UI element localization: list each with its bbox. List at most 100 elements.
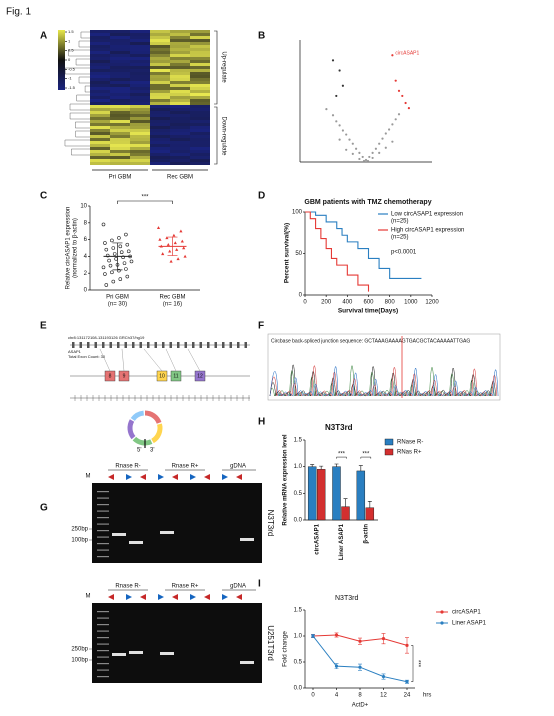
heatmap-cell [130, 123, 150, 126]
exon [117, 342, 120, 348]
x-tick-label: Rec GBM [159, 295, 185, 301]
x-axis-label: ActD+ [352, 703, 369, 709]
exon [177, 342, 180, 348]
point [384, 146, 387, 149]
heatmap-cell [110, 54, 130, 57]
point [108, 263, 113, 268]
scale-tick-label: 1.5 [68, 29, 74, 34]
direction-icon [108, 474, 114, 480]
dendrogram [84, 85, 90, 93]
point [368, 155, 371, 159]
scale-tick-label: -1.5 [68, 85, 76, 90]
heatmap-cell [90, 153, 110, 156]
heatmap-cell [130, 102, 150, 105]
point [172, 233, 176, 237]
heatmap-cell [90, 135, 110, 138]
ladder-band [97, 643, 109, 645]
heatmap-cell [90, 99, 110, 102]
point [338, 138, 341, 141]
bar [341, 506, 350, 521]
direction-icon [126, 594, 132, 600]
heatmap-cell [170, 144, 190, 147]
heatmap-cell [130, 153, 150, 156]
dendrogram [69, 103, 90, 111]
heatmap-cell [170, 96, 190, 99]
panel-label: E [40, 321, 47, 332]
heatmap-cell [190, 66, 210, 69]
heatmap-cell [110, 51, 130, 54]
y-tick-label: 1.0 [294, 464, 303, 470]
size-label: 250bp [71, 527, 88, 533]
heatmap-cell [170, 150, 190, 153]
point [101, 265, 106, 270]
heatmap-cell [90, 102, 110, 105]
heatmap-cell [150, 57, 170, 60]
heatmap-cell [110, 144, 130, 147]
significance: *** [414, 660, 420, 668]
ladder-band [97, 536, 109, 538]
heatmap-cell [170, 48, 190, 51]
heatmap-cell [150, 117, 170, 120]
ladder-band [97, 669, 109, 671]
legend-swatch [384, 448, 394, 456]
point [175, 247, 179, 251]
point [104, 247, 109, 252]
heatmap-cell [150, 114, 170, 117]
point [168, 249, 172, 253]
heatmap-cell [90, 96, 110, 99]
heatmap-cell [110, 84, 130, 87]
point [183, 254, 187, 258]
heatmap-cell [190, 114, 210, 117]
y-tick-label: 1.0 [294, 634, 303, 640]
heatmap-cell [110, 75, 130, 78]
heatmap-cell [170, 81, 190, 84]
x-axis-label: Survival time(Days) [338, 308, 398, 315]
heatmap-cell [190, 78, 210, 81]
heatmap-cell [190, 87, 210, 90]
point [118, 277, 123, 281]
panel-label: I [258, 579, 261, 590]
point [338, 69, 341, 72]
heatmap-cell [110, 117, 130, 120]
heatmap-cell [150, 63, 170, 66]
point [118, 244, 123, 249]
heatmap-cell [150, 51, 170, 54]
group-label: gDNA [230, 464, 246, 470]
heatmap-cell [190, 57, 210, 60]
group-label: Rec GBM [167, 175, 193, 181]
heatmap-cell [130, 63, 150, 66]
heatmap-cell [190, 54, 210, 57]
heatmap-cell [90, 87, 110, 90]
heatmap-cell [110, 30, 130, 33]
chart-title: N3T3rd [325, 423, 353, 432]
point [378, 151, 381, 154]
ladder-band [97, 523, 109, 525]
heatmap-cell [130, 81, 150, 84]
error-bar [319, 465, 324, 470]
heatmap-cell [150, 48, 170, 51]
point [391, 54, 394, 57]
heatmap-cell [170, 126, 190, 129]
heatmap-cell [130, 90, 150, 93]
direction-icon [204, 594, 210, 600]
direction-icon [126, 474, 132, 480]
heatmap-cell [170, 36, 190, 39]
heatmap-cell [170, 111, 190, 114]
heatmap-cell [190, 120, 210, 123]
heatmap-cell [170, 57, 190, 60]
heatmap-cell [150, 60, 170, 63]
heatmap-cell [90, 45, 110, 48]
legend-swatch [384, 438, 394, 446]
bar [356, 470, 366, 521]
heatmap-cell [150, 156, 170, 159]
heatmap-cell [170, 120, 190, 123]
exon [124, 342, 127, 348]
direction-icon [190, 474, 196, 480]
heatmap-cell [150, 144, 170, 147]
point [341, 129, 344, 132]
heatmap-cell [150, 66, 170, 69]
point [397, 89, 401, 92]
heatmap-cell [110, 57, 130, 60]
heatmap-cell [90, 75, 110, 78]
cell-line: N3T3rd [266, 510, 275, 537]
